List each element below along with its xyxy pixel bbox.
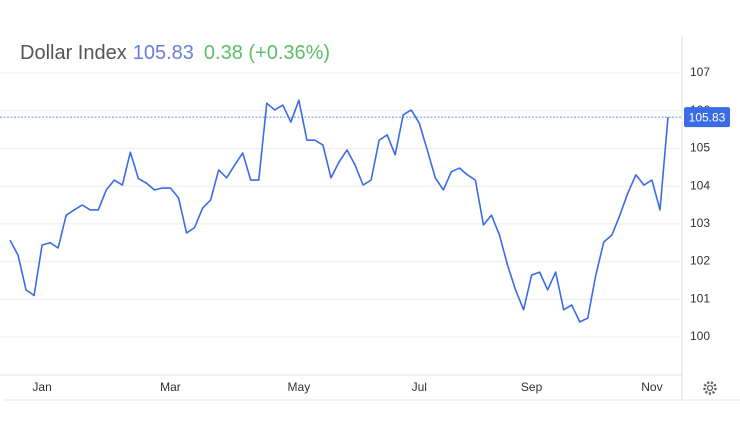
y-tick-label: 100 bbox=[690, 329, 710, 343]
x-tick-label: Mar bbox=[160, 380, 181, 394]
x-tick-label: Nov bbox=[641, 380, 662, 394]
price: 105.83 bbox=[133, 42, 194, 64]
settings-icon[interactable] bbox=[703, 381, 717, 395]
y-tick-label: 104 bbox=[690, 178, 710, 192]
x-tick-label: May bbox=[288, 380, 311, 394]
chart-title: Dollar Index bbox=[20, 42, 127, 64]
x-tick-label: Jan bbox=[32, 380, 51, 394]
y-tick-label: 107 bbox=[690, 65, 710, 79]
x-tick-label: Jul bbox=[412, 380, 427, 394]
y-tick-label: 101 bbox=[690, 291, 710, 305]
price-line bbox=[9, 99, 669, 323]
change: 0.38 (+0.36%) bbox=[204, 42, 330, 64]
last-price-badge bbox=[684, 107, 730, 128]
header: Dollar Index 105.83 0.38 (+0.36%) bbox=[20, 42, 330, 64]
gear-hub bbox=[706, 384, 714, 392]
y-tick-label: 105 bbox=[690, 141, 710, 155]
x-tick-label: Sep bbox=[521, 380, 543, 394]
y-tick-label: 102 bbox=[690, 254, 710, 268]
gear-teeth bbox=[703, 381, 717, 395]
last-price-label: 105.83 bbox=[689, 110, 726, 124]
y-tick-label: 103 bbox=[690, 216, 710, 230]
